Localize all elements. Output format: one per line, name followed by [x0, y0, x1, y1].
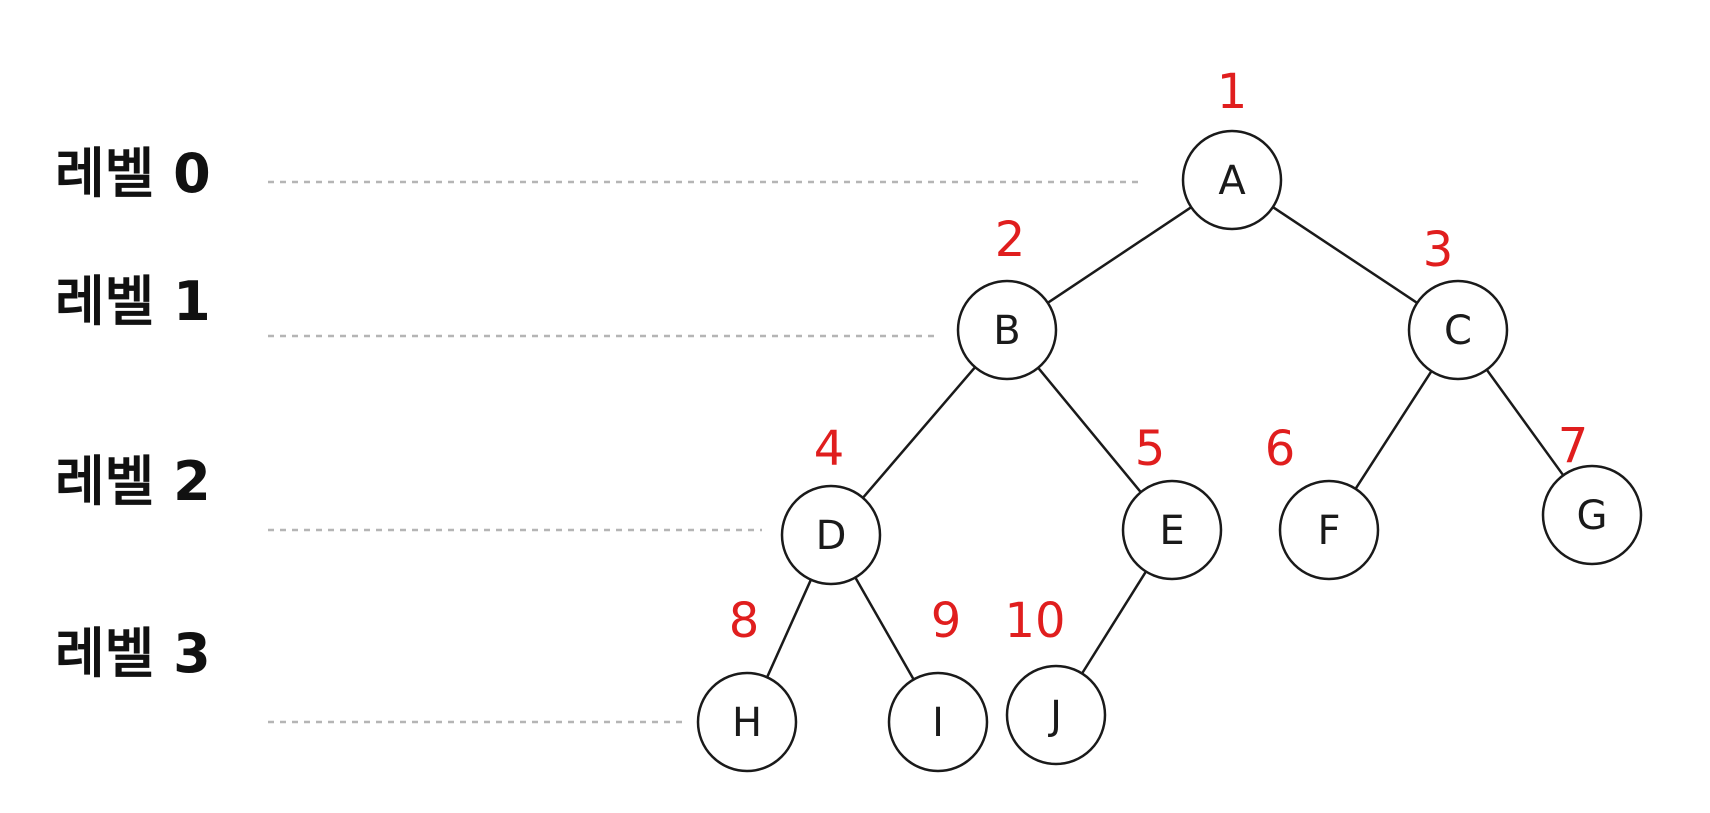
- node-label-B: B: [993, 308, 1020, 354]
- node-circle-G: [1541, 464, 1643, 566]
- tree-node-C: C: [1407, 279, 1509, 381]
- tree-node-F: F: [1278, 479, 1380, 581]
- node-label-I: I: [932, 700, 944, 746]
- tree-node-D: D: [780, 484, 882, 586]
- tree-node-B: B: [956, 279, 1058, 381]
- node-circle-H: [696, 671, 798, 773]
- edge-C-F: [1354, 370, 1433, 490]
- level-label-3: 레벨 3: [55, 622, 211, 685]
- tree-node-J: J: [1005, 664, 1107, 766]
- tree-node-G: G: [1541, 464, 1643, 566]
- node-number-J: 10: [1004, 593, 1065, 649]
- node-number-G: 7: [1558, 418, 1589, 474]
- node-number-B: 2: [995, 212, 1026, 268]
- edge-C-G: [1485, 368, 1565, 477]
- edge-D-I: [854, 576, 915, 681]
- node-circle-B: [956, 279, 1058, 381]
- node-label-F: F: [1317, 508, 1340, 554]
- node-numbers: 1 2 3 4 5 6 7 8 9 10: [729, 64, 1589, 649]
- level-label-0: 레벨 0: [55, 142, 211, 205]
- level-label-2: 레벨 2: [55, 450, 211, 513]
- node-label-J: J: [1047, 693, 1062, 739]
- edge-B-E: [1037, 367, 1142, 493]
- edge-D-H: [765, 579, 813, 678]
- level-label-1: 레벨 1: [55, 270, 211, 333]
- node-circle-A: [1181, 129, 1283, 231]
- edge-A-C: [1272, 206, 1418, 304]
- edge-B-D: [861, 366, 977, 499]
- node-label-H: H: [732, 700, 762, 746]
- node-circle-F: [1278, 479, 1380, 581]
- node-number-H: 8: [729, 593, 760, 649]
- level-labels: 레벨 0 레벨 1 레벨 2 레벨 3: [55, 142, 211, 685]
- edge-A-B: [1047, 206, 1192, 304]
- tree-nodes: A B C D E F G H I J: [696, 129, 1643, 773]
- tree-edges: [765, 206, 1565, 681]
- tree-node-A: A: [1181, 129, 1283, 231]
- tree-node-I: I: [887, 671, 989, 773]
- edge-E-J: [1080, 570, 1148, 675]
- node-circle-I: [887, 671, 989, 773]
- node-label-E: E: [1159, 508, 1184, 554]
- node-number-C: 3: [1423, 222, 1454, 278]
- node-number-E: 5: [1135, 421, 1166, 477]
- tree-node-H: H: [696, 671, 798, 773]
- node-number-A: 1: [1217, 64, 1248, 120]
- node-label-C: C: [1444, 308, 1472, 354]
- node-number-I: 9: [931, 593, 962, 649]
- node-circle-E: [1121, 479, 1223, 581]
- node-circle-C: [1407, 279, 1509, 381]
- tree-node-E: E: [1121, 479, 1223, 581]
- node-number-F: 6: [1265, 421, 1296, 477]
- node-circle-D: [780, 484, 882, 586]
- level-guides: [268, 180, 1142, 724]
- node-label-A: A: [1218, 158, 1246, 204]
- node-number-D: 4: [814, 421, 845, 477]
- node-circle-J: [1005, 664, 1107, 766]
- node-label-G: G: [1577, 493, 1608, 539]
- node-label-D: D: [816, 513, 847, 559]
